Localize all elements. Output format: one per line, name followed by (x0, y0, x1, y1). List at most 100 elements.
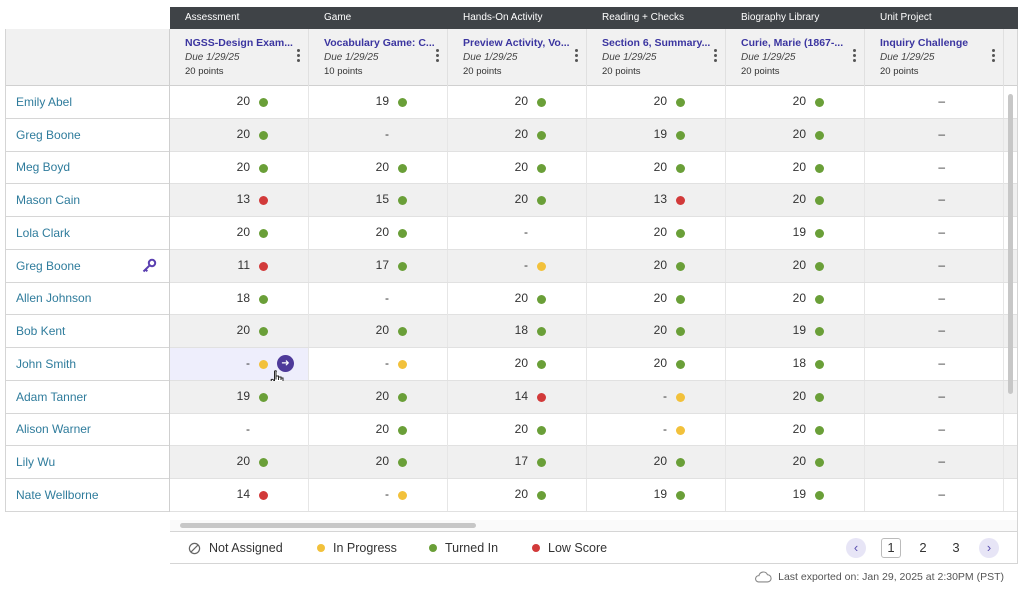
score-cell[interactable]: – (865, 315, 1004, 348)
score-cell[interactable]: 20 (309, 380, 448, 413)
score-cell[interactable]: – (865, 86, 1004, 118)
score-cell[interactable]: - (587, 413, 726, 446)
score-cell[interactable]: - (448, 249, 587, 282)
score-cell[interactable]: 20 (309, 217, 448, 249)
score-cell[interactable]: 20 (726, 380, 865, 413)
more-options-icon[interactable] (992, 49, 995, 64)
score-cell[interactable]: – (865, 348, 1004, 380)
more-options-icon[interactable] (853, 49, 856, 64)
score-cell[interactable]: 20 (448, 151, 587, 184)
score-cell[interactable]: 20 (587, 86, 726, 118)
score-cell[interactable]: - (309, 348, 448, 380)
student-name-link[interactable]: Mason Cain (16, 193, 81, 208)
score-cell[interactable]: 19 (587, 118, 726, 151)
score-cell[interactable]: – (865, 380, 1004, 413)
score-cell[interactable]: 19 (170, 380, 309, 413)
score-cell[interactable]: - (309, 118, 448, 151)
student-name-link[interactable]: Lily Wu (16, 455, 56, 470)
score-cell[interactable]: 18 (170, 282, 309, 315)
more-options-icon[interactable] (714, 49, 717, 64)
score-cell[interactable]: 20 (448, 86, 587, 118)
more-options-icon[interactable] (575, 49, 578, 64)
more-options-icon[interactable] (436, 49, 439, 64)
score-cell[interactable]: 17 (448, 446, 587, 479)
vertical-scrollbar[interactable] (1008, 94, 1013, 394)
score-cell[interactable]: - ➜ (170, 348, 309, 388)
key-icon[interactable] (141, 258, 157, 274)
prev-page-button[interactable]: ‹ (846, 538, 866, 558)
horizontal-scrollbar[interactable] (170, 520, 1017, 532)
score-cell[interactable]: 20 (448, 282, 587, 315)
score-cell[interactable]: 20 (448, 348, 587, 380)
score-cell[interactable]: 20 (170, 217, 309, 249)
score-cell[interactable]: 20 (309, 413, 448, 446)
score-cell[interactable]: 20 (448, 479, 587, 511)
score-cell[interactable]: - (309, 282, 448, 315)
score-cell[interactable]: 20 (726, 413, 865, 446)
score-cell[interactable]: 20 (726, 86, 865, 118)
score-cell[interactable]: 19 (309, 86, 448, 118)
score-cell[interactable]: 20 (726, 282, 865, 315)
score-cell[interactable]: – (865, 446, 1004, 479)
score-cell[interactable]: 14 (170, 479, 309, 511)
student-name-link[interactable]: Greg Boone (16, 258, 81, 273)
next-page-button[interactable]: › (979, 538, 999, 558)
score-cell[interactable]: 20 (587, 315, 726, 348)
assignment-title[interactable]: Curie, Marie (1867-... (741, 37, 844, 49)
arrow-right-icon[interactable]: ➜ (277, 355, 294, 372)
score-cell[interactable]: 20 (587, 249, 726, 282)
score-cell[interactable]: 20 (309, 151, 448, 184)
assignment-header[interactable]: Preview Activity, Vo... Due 1/29/25 20 poi… (448, 29, 587, 86)
assignment-header[interactable]: Section 6, Summary... Due 1/29/25 20 point… (587, 29, 726, 86)
score-cell[interactable]: – (865, 118, 1004, 151)
score-cell[interactable]: 20 (170, 446, 309, 479)
student-name-link[interactable]: Emily Abel (16, 94, 73, 109)
assignment-header[interactable]: Vocabulary Game: C... Due 1/29/25 10 point… (309, 29, 448, 86)
score-cell[interactable]: 13 (170, 184, 309, 217)
score-cell[interactable]: 19 (587, 479, 726, 511)
score-cell[interactable]: - (309, 479, 448, 511)
scrollbar-thumb[interactable] (180, 523, 476, 528)
page-2-button[interactable]: 2 (919, 540, 927, 555)
score-cell[interactable]: 20 (726, 184, 865, 217)
score-cell[interactable]: 20 (448, 413, 587, 446)
score-cell[interactable]: – (865, 217, 1004, 249)
score-cell[interactable]: – (865, 413, 1004, 446)
score-cell[interactable]: 20 (587, 446, 726, 479)
assignment-title[interactable]: Vocabulary Game: C... (324, 37, 435, 49)
score-cell[interactable]: 20 (587, 217, 726, 249)
score-cell[interactable]: 20 (448, 118, 587, 151)
score-cell[interactable]: 20 (170, 315, 309, 348)
assignment-header[interactable]: NGSS-Design Exam... Due 1/29/25 20 points (170, 29, 309, 86)
score-cell[interactable]: 20 (587, 282, 726, 315)
score-cell[interactable]: 20 (726, 151, 865, 184)
score-cell[interactable]: 11 (170, 249, 309, 282)
page-3-button[interactable]: 3 (952, 540, 960, 555)
student-name-link[interactable]: Meg Boyd (16, 160, 71, 175)
score-cell[interactable]: – (865, 479, 1004, 511)
score-cell[interactable]: 20 (587, 151, 726, 184)
score-cell[interactable]: 18 (726, 348, 865, 380)
page-1-button[interactable]: 1 (881, 538, 901, 558)
assignment-title[interactable]: Section 6, Summary... (602, 37, 711, 49)
score-cell[interactable]: 20 (170, 118, 309, 151)
more-options-icon[interactable] (297, 49, 300, 64)
score-cell[interactable]: – (865, 151, 1004, 184)
score-cell[interactable]: – (865, 184, 1004, 217)
score-cell[interactable]: 15 (309, 184, 448, 217)
score-cell[interactable]: 20 (309, 446, 448, 479)
score-cell[interactable]: 14 (448, 380, 587, 413)
score-cell[interactable]: 20 (170, 151, 309, 184)
score-cell[interactable]: – (865, 249, 1004, 282)
student-name-link[interactable]: Greg Boone (16, 127, 81, 142)
student-name-link[interactable]: Allen Johnson (16, 291, 92, 306)
score-cell[interactable]: 19 (726, 479, 865, 511)
score-cell[interactable]: 13 (587, 184, 726, 217)
score-cell[interactable]: - (448, 217, 587, 249)
score-cell[interactable]: 20 (726, 446, 865, 479)
student-name-link[interactable]: Nate Wellborne (16, 487, 99, 502)
score-cell[interactable]: – (865, 282, 1004, 315)
score-cell[interactable]: 20 (726, 249, 865, 282)
assignment-header[interactable]: Curie, Marie (1867-... Due 1/29/25 20 poin… (726, 29, 865, 86)
score-cell[interactable]: - (170, 413, 309, 446)
